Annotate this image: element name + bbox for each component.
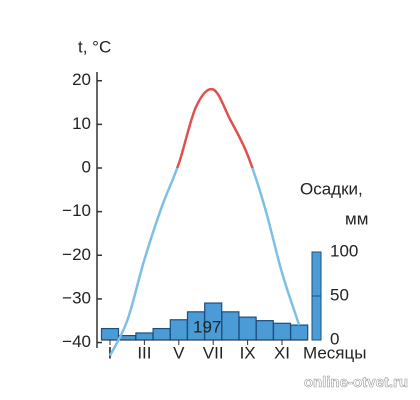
- y2-axis-title: мм: [345, 209, 368, 228]
- y-tick-label: 20: [72, 70, 91, 89]
- precip-bar: [238, 316, 257, 341]
- y-tick-label: −30: [62, 288, 91, 307]
- y2-tick-label: 50: [330, 285, 349, 304]
- x-tick-label: VII: [203, 343, 224, 362]
- x-tick-label: III: [137, 343, 151, 362]
- y-axis-title: t, °C: [78, 37, 111, 56]
- precip-bar: [255, 320, 274, 341]
- y2-tick-label: 100: [330, 241, 358, 260]
- temperature-line: [108, 87, 301, 357]
- precip-bar: [169, 319, 188, 341]
- y-tick-label: −10: [62, 201, 91, 220]
- x-axis-title: Месяцы: [303, 343, 366, 362]
- y-tick-label: 0: [82, 157, 91, 176]
- annotation: 197: [193, 317, 221, 336]
- precip-bar: [290, 324, 309, 341]
- y2-tick-label: 0: [330, 329, 339, 348]
- precip-bar: [272, 322, 292, 341]
- watermark: online-otvet.ru: [304, 374, 408, 391]
- y2-axis-title: Осадки,: [300, 179, 363, 198]
- x-tick-label: XI: [274, 343, 290, 362]
- y-tick-label: 10: [72, 114, 91, 133]
- precip-bar: [100, 327, 120, 341]
- x-tick-label: IX: [240, 343, 256, 362]
- precip-bar: [152, 327, 171, 341]
- precip-bar: [221, 311, 240, 341]
- x-tick-label: V: [173, 343, 185, 362]
- y-tick-label: −40: [62, 332, 91, 351]
- y-tick-label: −20: [62, 245, 91, 264]
- precip-bar: [135, 332, 154, 341]
